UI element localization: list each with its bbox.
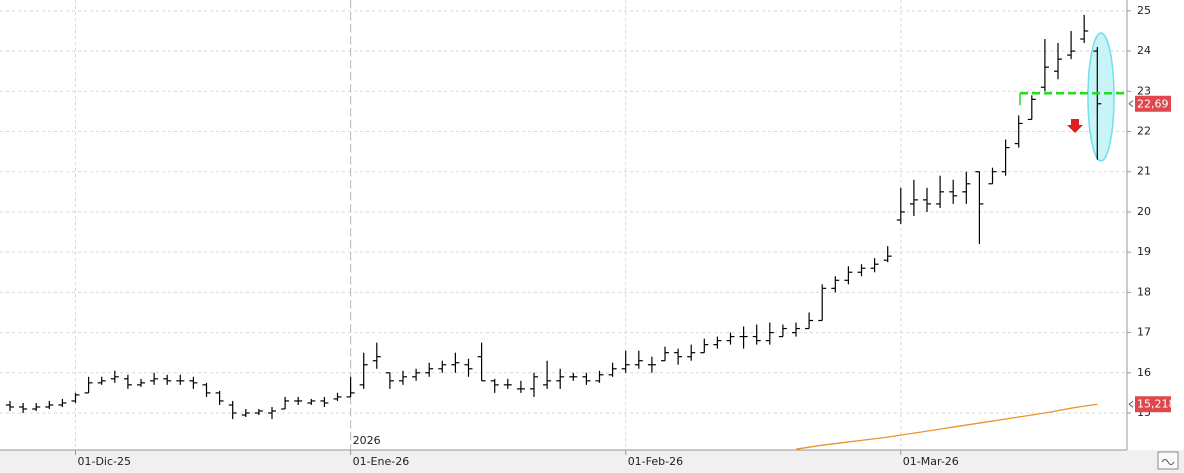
price-marker	[1135, 95, 1171, 112]
y-tick-label: 19	[1137, 245, 1151, 258]
price-pointer	[1128, 400, 1134, 408]
y-tick-label: 21	[1137, 165, 1151, 178]
price-marker-label: 15,218	[1137, 398, 1176, 411]
settings-button[interactable]	[1157, 451, 1179, 470]
y-tick-label: 20	[1137, 205, 1151, 218]
down-arrow	[1067, 119, 1083, 133]
price-pointer	[1128, 100, 1134, 108]
plot	[6, 14, 1127, 450]
highlight-ellipse	[1087, 32, 1115, 162]
y-tick-label: 22	[1137, 125, 1151, 138]
x-axis-strip	[0, 450, 1184, 473]
y-tick-label: 25	[1137, 4, 1151, 17]
grid	[0, 0, 1127, 450]
price-marker	[1135, 396, 1171, 413]
price-marker-label: 22,69	[1137, 97, 1169, 110]
moving-average-line	[795, 403, 1098, 450]
x-tick-label: 01-Mar-26	[903, 455, 959, 468]
settings-icon	[1161, 459, 1175, 465]
x-tick-label: 01-Feb-26	[628, 455, 683, 468]
year-label: 2026	[353, 434, 381, 447]
y-tick-label: 16	[1137, 366, 1151, 379]
y-tick-label: 23	[1137, 84, 1151, 97]
x-tick-label: 01-Ene-26	[353, 455, 410, 468]
y-tick-label: 17	[1137, 326, 1151, 339]
y-tick-label: 24	[1137, 44, 1151, 57]
x-tick-label: 01-Dic-25	[78, 455, 132, 468]
y-tick-label: 18	[1137, 285, 1151, 298]
